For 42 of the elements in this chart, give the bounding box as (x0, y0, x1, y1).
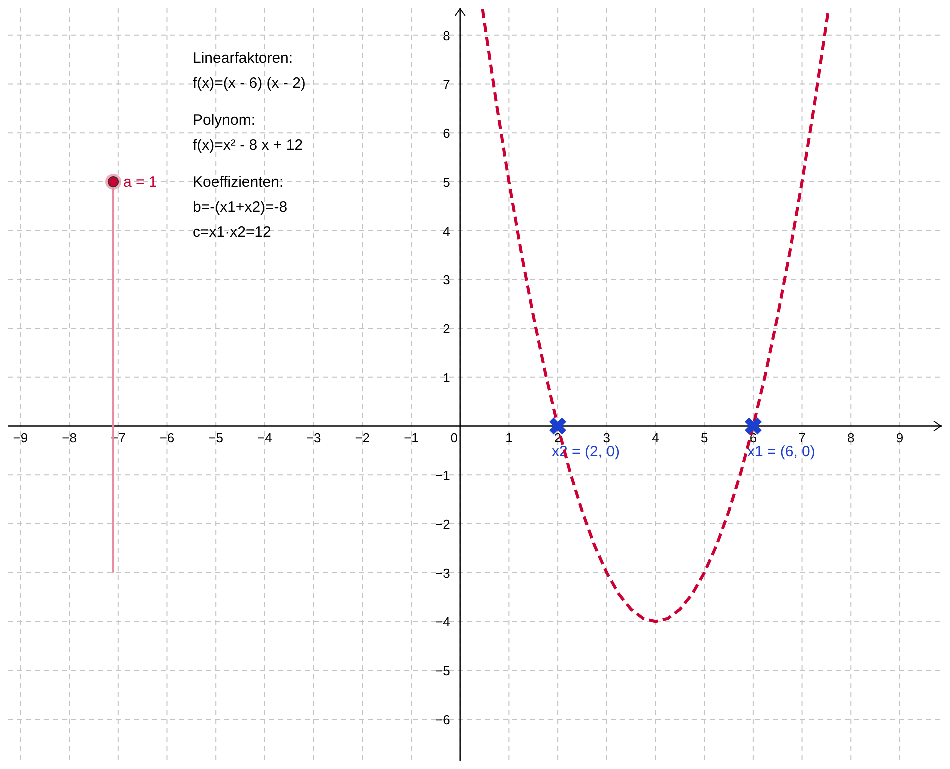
y-tick-label: −2 (436, 517, 450, 532)
annotation: c=x1·x2=12 (193, 224, 272, 241)
x-tick-label: 9 (896, 430, 904, 446)
x-tick-label: −9 (13, 430, 28, 446)
y-tick-label: 7 (443, 77, 450, 92)
y-tick-label: 6 (443, 126, 450, 142)
x-tick-label: −3 (306, 430, 322, 446)
annotation: Linearfaktoren: (193, 50, 294, 67)
x-tick-label: −4 (258, 430, 272, 446)
x-tick-label: 1 (506, 430, 513, 446)
y-tick-label: 5 (443, 174, 450, 190)
y-tick-label: −4 (436, 614, 450, 630)
annotation: f(x)=x² - 8 x + 12 (193, 137, 304, 154)
y-tick-label: −3 (436, 566, 450, 581)
x-tick-label: −2 (355, 430, 370, 446)
x-tick-label: 3 (603, 430, 611, 446)
x-tick-label: 7 (798, 430, 806, 446)
x-tick-label: −8 (62, 430, 77, 446)
y-tick-label: −6 (436, 712, 450, 728)
y-tick-label: −1 (436, 468, 450, 484)
y-tick-label: 3 (443, 272, 450, 288)
x-tick-label: 8 (848, 430, 855, 446)
y-tick-label: 2 (443, 322, 450, 337)
line-series (481, 8, 830, 624)
annotation: f(x)=(x - 6) (x - 2) (193, 75, 306, 92)
x-tick-label: −5 (208, 430, 224, 446)
x-tick-label: −1 (404, 430, 419, 446)
annotation: Polynom: (193, 112, 256, 129)
x-tick-label: 6 (750, 430, 758, 446)
annotation: Koeffizienten: (193, 174, 284, 191)
x-tick-label: 2 (554, 430, 562, 446)
x-tick-label: 0 (450, 430, 458, 446)
annotation: a = 1 (124, 174, 158, 191)
annotation: b=-(x1+x2)=-8 (193, 199, 288, 216)
x-tick-label: 4 (652, 430, 660, 446)
x-tick-label: 5 (700, 430, 708, 446)
y-tick-label: −5 (436, 664, 450, 679)
annotation: x1 = (6, 0) (747, 443, 816, 460)
x-tick-label: −6 (160, 430, 175, 446)
y-tick-label: 4 (443, 224, 450, 239)
y-tick-label: 1 (443, 370, 450, 386)
y-tick-label: 8 (443, 28, 450, 44)
